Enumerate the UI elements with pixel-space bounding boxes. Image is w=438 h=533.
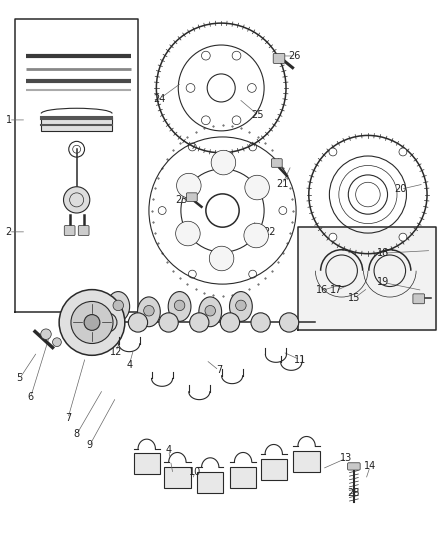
FancyBboxPatch shape (78, 225, 89, 236)
Circle shape (159, 313, 178, 332)
Text: 16: 16 (316, 286, 328, 295)
Circle shape (71, 302, 113, 343)
Text: 15: 15 (348, 294, 360, 303)
Bar (164, 467, 191, 488)
Ellipse shape (230, 292, 252, 321)
Text: 26: 26 (288, 51, 300, 61)
Circle shape (84, 314, 100, 330)
Bar (197, 472, 223, 493)
Circle shape (236, 300, 246, 311)
Ellipse shape (138, 297, 160, 327)
Circle shape (144, 305, 154, 316)
Text: 5: 5 (17, 374, 23, 383)
FancyBboxPatch shape (272, 159, 282, 167)
Circle shape (59, 289, 125, 356)
Text: 17: 17 (330, 286, 343, 295)
Text: 3: 3 (102, 320, 108, 330)
Circle shape (244, 223, 268, 248)
Polygon shape (138, 439, 155, 449)
Bar (293, 451, 320, 472)
Circle shape (245, 175, 269, 200)
Circle shape (41, 329, 51, 340)
Text: 25: 25 (251, 110, 264, 119)
Circle shape (279, 313, 299, 332)
Text: 13: 13 (340, 454, 352, 463)
Text: 28: 28 (348, 488, 360, 498)
Text: 8: 8 (74, 430, 80, 439)
FancyBboxPatch shape (273, 53, 285, 63)
Bar (230, 467, 256, 488)
Circle shape (205, 305, 215, 316)
Polygon shape (265, 445, 283, 454)
Text: 4: 4 (166, 446, 172, 455)
Circle shape (53, 338, 61, 346)
Text: 22: 22 (263, 227, 276, 237)
Text: 1: 1 (6, 115, 12, 125)
Circle shape (64, 187, 90, 213)
Ellipse shape (107, 292, 130, 321)
FancyBboxPatch shape (64, 225, 75, 236)
Circle shape (220, 313, 240, 332)
Text: 9: 9 (87, 440, 93, 450)
Text: 23: 23 (176, 195, 188, 205)
Polygon shape (169, 453, 186, 462)
Circle shape (177, 173, 201, 198)
Circle shape (128, 313, 148, 332)
Circle shape (329, 148, 337, 156)
Polygon shape (298, 227, 436, 330)
Circle shape (98, 313, 117, 332)
Bar (134, 454, 160, 474)
Text: 7: 7 (65, 414, 71, 423)
Circle shape (209, 246, 234, 271)
Text: 20: 20 (395, 184, 407, 194)
Circle shape (113, 300, 124, 311)
Text: 7: 7 (216, 366, 222, 375)
Text: 14: 14 (364, 462, 376, 471)
Circle shape (399, 148, 407, 156)
Ellipse shape (168, 292, 191, 321)
Circle shape (251, 313, 270, 332)
Text: 21: 21 (276, 179, 289, 189)
Ellipse shape (199, 297, 222, 327)
Circle shape (211, 150, 236, 175)
Circle shape (174, 300, 185, 311)
Circle shape (190, 313, 209, 332)
Text: 10: 10 (189, 467, 201, 477)
Polygon shape (298, 437, 315, 446)
Circle shape (176, 221, 200, 246)
Polygon shape (234, 453, 252, 462)
Text: 4: 4 (126, 360, 132, 370)
Polygon shape (201, 458, 219, 467)
Text: 18: 18 (377, 248, 389, 258)
Bar (41, 117, 112, 131)
Text: 6: 6 (28, 392, 34, 402)
Circle shape (399, 233, 407, 241)
Text: 24: 24 (154, 94, 166, 103)
Text: 19: 19 (377, 278, 389, 287)
Bar (261, 459, 287, 480)
FancyBboxPatch shape (187, 193, 197, 201)
FancyBboxPatch shape (413, 294, 424, 304)
Text: 12: 12 (110, 347, 122, 357)
FancyBboxPatch shape (348, 463, 360, 470)
Text: 2: 2 (6, 227, 12, 237)
Text: 11: 11 (294, 355, 306, 365)
Circle shape (329, 233, 337, 241)
